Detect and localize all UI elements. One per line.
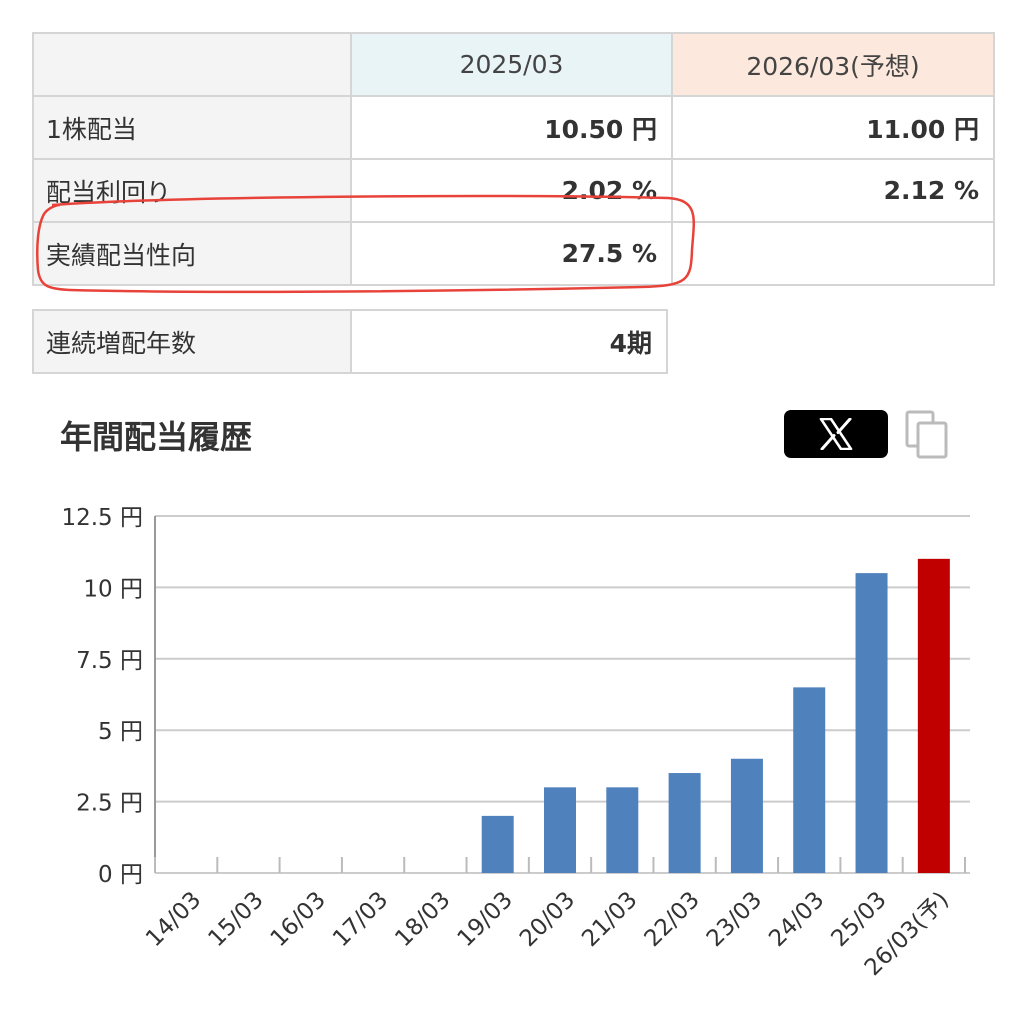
y-tick-label: 0 円 [98,862,143,888]
bar [481,815,514,873]
header-empty-cell [32,32,352,97]
streak-label: 連続増配年数 [32,309,352,374]
bar [606,787,639,873]
x-share-button[interactable] [784,410,888,458]
header-2025: 2025/03 [350,32,673,97]
x-tick-label: 15/03 [203,887,268,952]
x-tick-label: 21/03 [577,887,642,952]
copy-icon[interactable] [905,410,949,460]
x-tick-label: 23/03 [702,887,767,952]
table-row: 配当利回り 2.02 % 2.12 % [32,158,995,223]
dividend-history-chart: 0 円 2.5 円 5 円 7.5 円 10 円 12.5 円 14/0315/0316/0… [61,505,970,981]
y-tick-label: 5 円 [98,719,143,745]
bar [730,758,763,873]
table-header-row: 2025/03 2026/03(予想) [32,32,995,97]
x-logo-icon [819,418,853,450]
row-label-dividend-per-share: 1株配当 [32,95,352,160]
bar [668,773,701,873]
table-row: 1株配当 10.50 円 11.00 円 [32,95,995,160]
table-row: 連続増配年数 4期 [32,309,668,374]
section-title: 年間配当履歴 [60,418,253,456]
yield-2025: 2.02 % [350,158,673,223]
table-row: 実績配当性向 27.5 % [32,221,995,286]
payout-2025: 27.5 % [350,221,673,286]
x-tick-label: 18/03 [390,887,455,952]
bar [917,558,950,873]
x-tick-label: 16/03 [266,887,331,952]
dps-2025: 10.50 円 [350,95,673,160]
payout-2026 [671,221,995,286]
yield-2026: 2.12 % [671,158,995,223]
x-tick-label: 20/03 [515,887,580,952]
bar [793,687,826,873]
header-2026-forecast: 2026/03(予想) [671,32,995,97]
y-tick-label: 2.5 円 [76,791,143,817]
x-tick-label: 19/03 [453,887,518,952]
y-tick-label: 12.5 円 [61,505,143,531]
y-tick-label: 10 円 [83,576,143,602]
dps-2026: 11.00 円 [671,95,995,160]
bar [855,573,888,873]
bar [544,787,576,873]
x-tick-label: 24/03 [764,887,829,952]
x-tick-label: 17/03 [328,887,393,952]
row-label-dividend-yield: 配当利回り [32,158,352,223]
y-tick-label: 7.5 円 [76,648,143,674]
x-tick-label: 22/03 [640,887,705,952]
streak-value: 4期 [350,309,668,374]
dividend-table: 2025/03 2026/03(予想) 1株配当 10.50 円 11.00 円… [32,32,995,286]
x-tick-label: 14/03 [141,887,206,952]
streak-table: 連続増配年数 4期 [32,309,668,374]
row-label-payout-ratio: 実績配当性向 [32,221,352,286]
